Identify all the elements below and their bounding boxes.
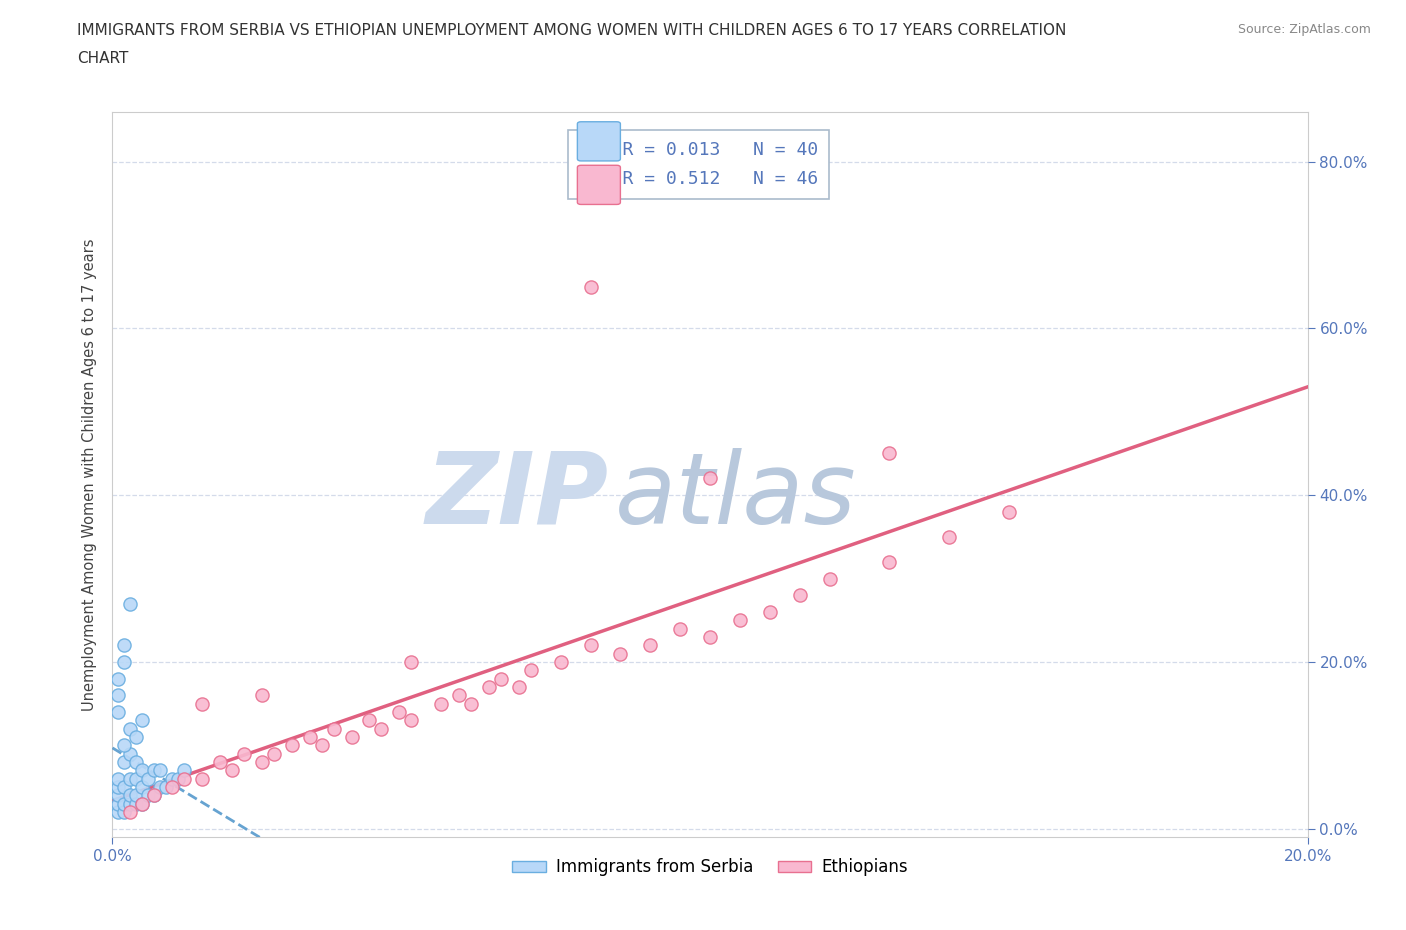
Point — [370, 721, 392, 736]
Text: Source: ZipAtlas.com: Source: ZipAtlas.com — [1237, 23, 1371, 36]
Point — [250, 688, 273, 703]
Text: atlas: atlas — [614, 447, 856, 545]
Point — [131, 796, 153, 811]
Point — [759, 604, 782, 619]
Point — [138, 788, 160, 803]
Point — [209, 754, 232, 769]
Point — [120, 788, 142, 803]
Point — [879, 446, 901, 461]
Point — [107, 788, 129, 803]
Point — [281, 737, 304, 752]
Point — [298, 729, 321, 744]
Point — [125, 729, 148, 744]
Point — [263, 746, 285, 761]
Point — [120, 804, 142, 819]
Text: ZIP: ZIP — [426, 447, 609, 545]
Point — [938, 529, 960, 544]
Point — [359, 712, 381, 727]
Point — [114, 655, 135, 670]
Point — [579, 638, 602, 653]
Point — [162, 771, 183, 786]
Point — [143, 763, 166, 777]
Point — [131, 763, 153, 777]
Point — [107, 671, 129, 686]
Point — [699, 471, 721, 485]
Point — [125, 796, 148, 811]
Point — [449, 688, 471, 703]
Point — [162, 779, 183, 794]
Point — [550, 655, 572, 670]
Point — [520, 663, 543, 678]
Point — [430, 697, 453, 711]
Point — [401, 655, 423, 670]
FancyBboxPatch shape — [578, 122, 620, 161]
Point — [125, 788, 148, 803]
Point — [131, 779, 153, 794]
Point — [143, 788, 166, 803]
Y-axis label: Unemployment Among Women with Children Ages 6 to 17 years: Unemployment Among Women with Children A… — [82, 238, 97, 711]
Point — [114, 754, 135, 769]
Legend: Immigrants from Serbia, Ethiopians: Immigrants from Serbia, Ethiopians — [506, 852, 914, 883]
Point — [125, 754, 148, 769]
Point — [114, 796, 135, 811]
Point — [107, 688, 129, 703]
Point — [669, 621, 692, 636]
Point — [728, 613, 751, 628]
FancyBboxPatch shape — [578, 166, 620, 205]
Point — [149, 763, 172, 777]
Point — [107, 796, 129, 811]
Point — [107, 705, 129, 720]
Point — [107, 804, 129, 819]
Point — [120, 746, 142, 761]
Point — [340, 729, 363, 744]
Point — [107, 771, 129, 786]
Point — [818, 571, 841, 586]
Point — [107, 779, 129, 794]
Point — [508, 680, 530, 695]
Point — [138, 771, 160, 786]
Point — [221, 763, 243, 777]
Point — [489, 671, 512, 686]
Point — [114, 638, 135, 653]
Point — [155, 779, 177, 794]
Text: R = 0.013   N = 40
    R = 0.512   N = 46: R = 0.013 N = 40 R = 0.512 N = 46 — [579, 140, 818, 188]
Point — [120, 721, 142, 736]
Point — [789, 588, 811, 603]
Point — [699, 630, 721, 644]
Point — [125, 771, 148, 786]
Point — [114, 804, 135, 819]
Point — [191, 771, 214, 786]
Point — [478, 680, 501, 695]
Point — [149, 779, 172, 794]
Point — [120, 596, 142, 611]
Point — [131, 796, 153, 811]
Point — [401, 712, 423, 727]
Point — [114, 779, 135, 794]
Point — [460, 697, 482, 711]
Point — [120, 796, 142, 811]
Point — [311, 737, 333, 752]
Point — [173, 771, 195, 786]
Point — [143, 788, 166, 803]
Point — [609, 646, 631, 661]
Point — [233, 746, 256, 761]
Point — [167, 771, 190, 786]
Text: CHART: CHART — [77, 51, 129, 66]
Point — [998, 504, 1021, 519]
Point — [640, 638, 662, 653]
Point — [114, 737, 135, 752]
Point — [879, 554, 901, 569]
Point — [173, 763, 195, 777]
Text: IMMIGRANTS FROM SERBIA VS ETHIOPIAN UNEMPLOYMENT AMONG WOMEN WITH CHILDREN AGES : IMMIGRANTS FROM SERBIA VS ETHIOPIAN UNEM… — [77, 23, 1067, 38]
Point — [322, 721, 344, 736]
Point — [131, 712, 153, 727]
Point — [250, 754, 273, 769]
Point — [579, 279, 602, 294]
Point — [191, 697, 214, 711]
Point — [120, 771, 142, 786]
Point — [388, 705, 411, 720]
